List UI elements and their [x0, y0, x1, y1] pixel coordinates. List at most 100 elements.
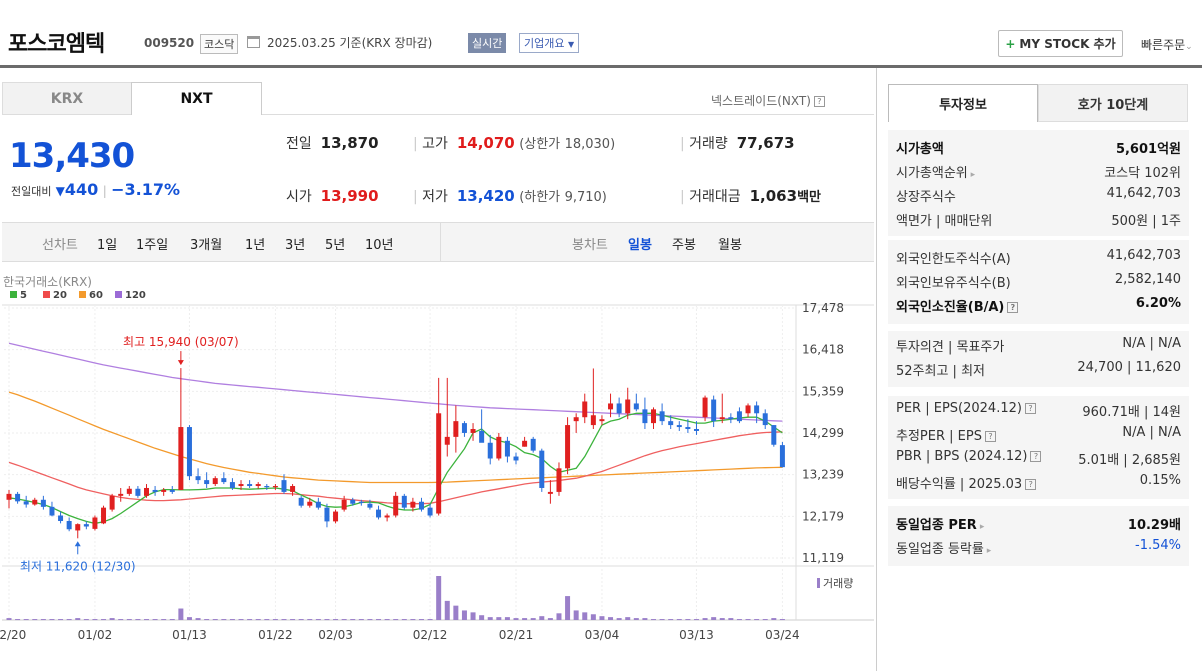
help-icon[interactable]: ? [813, 96, 825, 107]
nxt-link[interactable]: 넥스트레이드(NXT)? [711, 92, 825, 109]
candle-body [66, 521, 72, 530]
period-1w[interactable]: 1주일 [136, 238, 169, 253]
candle-body [247, 484, 253, 487]
current-price: 13,430 [9, 136, 135, 176]
candle-body [599, 419, 605, 422]
volume-bar [384, 619, 390, 621]
volume-bar [152, 619, 158, 621]
candle-body [307, 501, 313, 506]
volume-bar [350, 619, 356, 621]
x-tick-label: 03/04 [585, 628, 620, 642]
x-tick-label: 02/12 [413, 628, 448, 642]
period-3y[interactable]: 3년 [285, 238, 306, 253]
summary-volume: | 거래량 77,673 [680, 133, 795, 153]
tab-underline [262, 114, 874, 115]
price-chart[interactable]: 17,478 16,418 15,359 14,299 13,239 12,179 11,1… [0, 270, 876, 671]
tab-nxt[interactable]: NXT [131, 82, 262, 115]
invest-row-label: 추정PER | EPS? [896, 425, 996, 444]
volume-bar [547, 618, 553, 620]
volume-bar [324, 619, 330, 621]
candle-body [315, 501, 321, 508]
candle-body [195, 476, 201, 481]
period-10y[interactable]: 10년 [365, 238, 394, 253]
volume-bar [676, 619, 682, 621]
volume-bar [693, 619, 699, 621]
invest-row[interactable]: 동일업종 등락률 ▸ -1.54% [896, 538, 1181, 557]
add-mystock-button[interactable]: + MY STOCK 추가 [998, 30, 1123, 57]
summary-prev: 전일 13,870 [286, 133, 379, 153]
help-icon[interactable]: ? [1030, 451, 1042, 462]
help-icon[interactable]: ? [1025, 479, 1037, 490]
tab-krx[interactable]: KRX [2, 82, 132, 115]
period-1y[interactable]: 1년 [245, 238, 266, 253]
volume-bar [410, 619, 416, 621]
tab-orderbook[interactable]: 호가 10단계 [1038, 84, 1188, 122]
help-icon[interactable]: ? [1024, 403, 1036, 414]
summary-open: 시가 13,990 [286, 186, 379, 206]
candle-body [659, 411, 665, 422]
candle-body [290, 486, 296, 492]
volume-bar [487, 617, 493, 620]
candle-body [762, 413, 768, 426]
change-label: 전일대비 [11, 185, 52, 198]
volume-bar [702, 618, 708, 620]
volume-bar [15, 619, 21, 621]
candle-weekly[interactable]: 주봉 [672, 238, 696, 253]
candle-body [178, 427, 184, 490]
realtime-button[interactable]: 실시간 [468, 33, 507, 53]
candle-body [384, 515, 390, 518]
candle-body [118, 493, 124, 496]
candle-chart-label: 봉차트 [572, 238, 608, 253]
period-5y[interactable]: 5년 [325, 238, 346, 253]
volume-bar [582, 612, 588, 620]
candle-body [410, 501, 416, 508]
volume-bar [186, 617, 192, 620]
high-annotation: 최고 15,940 (03/07) [123, 335, 239, 349]
change-value: 440 [64, 180, 99, 199]
invest-row: 상장주식수 41,642,703 [896, 186, 1181, 205]
candle-body [539, 450, 545, 488]
volume-bar [376, 619, 382, 621]
candle-body [779, 445, 785, 468]
period-3m[interactable]: 3개월 [190, 238, 223, 253]
candle-body [109, 495, 115, 510]
header-divider [0, 65, 1202, 68]
quick-order-button[interactable]: 빠른주문⌄ [1141, 36, 1193, 53]
candle-daily[interactable]: 일봉 [628, 238, 652, 253]
candle-monthly[interactable]: 월봉 [718, 238, 742, 253]
volume-bar [659, 619, 665, 621]
candle-body [23, 501, 29, 505]
chart-source-label: 한국거래소(KRX) [3, 275, 92, 289]
invest-row[interactable]: 시가총액순위 ▸ 코스닥 102위 [896, 162, 1181, 181]
volume-bar [238, 619, 244, 621]
help-icon[interactable]: ? [984, 431, 996, 442]
volume-bar [685, 619, 691, 621]
candle-body [393, 495, 399, 516]
lower-label: (하한가 [519, 190, 561, 205]
x-tick-label: 02/21 [499, 628, 534, 642]
help-icon[interactable]: ? [1007, 302, 1019, 313]
invest-row-value: 960.71배 | 14원 [1082, 405, 1181, 420]
volume-bar [513, 618, 519, 620]
volume-bar [178, 608, 184, 620]
prev-label: 전일 [286, 136, 312, 152]
summary-high: | 고가 14,070 (상한가 18,030) [413, 133, 615, 153]
candle-body [32, 499, 38, 505]
corp-info-dropdown[interactable]: 기업개요 ▼ [519, 33, 580, 53]
period-1d[interactable]: 1일 [97, 238, 118, 253]
candle-body [565, 425, 571, 469]
x-tick-label: 03/13 [679, 628, 714, 642]
chevron-down-icon: ▼ [567, 40, 575, 49]
volume-bar [169, 619, 175, 621]
candle-body [255, 484, 261, 487]
candle-body [736, 411, 742, 422]
candle-body [633, 403, 639, 410]
tab-invest-info[interactable]: 투자정보 [888, 84, 1038, 122]
invest-row[interactable]: 동일업종 PER ▸ 10.29배 [896, 514, 1181, 533]
volume-bar [161, 619, 167, 621]
low-arrow-head [74, 541, 81, 547]
nxt-link-label: 넥스트레이드(NXT) [711, 94, 811, 108]
stock-code: 009520 [144, 36, 195, 50]
volume-legend-label: 거래량 [823, 577, 853, 590]
